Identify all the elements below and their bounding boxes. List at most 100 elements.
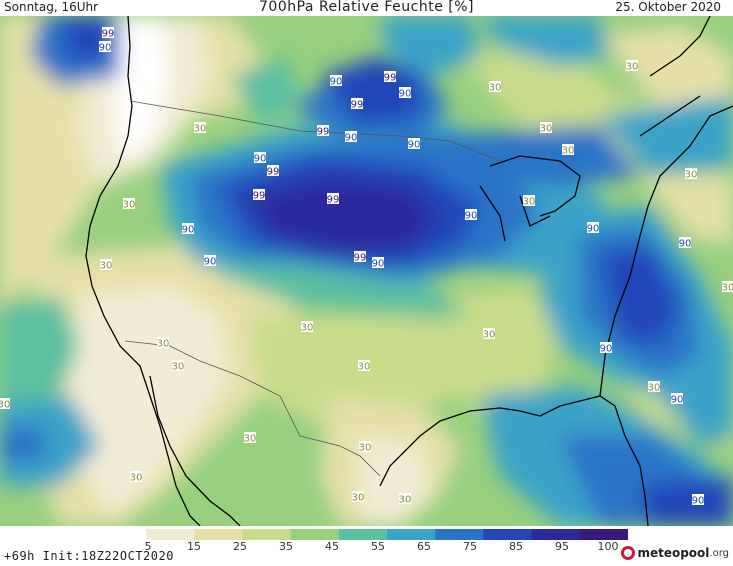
svg-text:90: 90 (587, 224, 600, 235)
header-bar: Sonntag, 16Uhr 700hPa Relative Feuchte [… (0, 0, 733, 16)
svg-text:90: 90 (399, 89, 412, 100)
contour-label: 99 (102, 27, 115, 40)
contour-label: 30 (483, 328, 496, 341)
contour-label: 30 (0, 398, 10, 411)
svg-text:99: 99 (267, 167, 280, 178)
contour-label: 30 (562, 144, 575, 157)
svg-text:30: 30 (358, 362, 371, 373)
svg-text:90: 90 (692, 496, 705, 507)
contour-label: 30 (244, 432, 256, 445)
svg-text:90: 90 (330, 77, 343, 88)
contour-label: 90 (345, 131, 358, 144)
color-scale-tick-label: 75 (463, 540, 477, 553)
color-scale-tick-label: 95 (555, 540, 569, 553)
svg-text:30: 30 (123, 200, 136, 211)
svg-text:99: 99 (253, 191, 266, 202)
svg-text:99: 99 (354, 253, 367, 264)
svg-text:90: 90 (182, 225, 195, 236)
contour-label: 30 (130, 471, 143, 484)
contour-label: 99 (384, 71, 397, 84)
contour-label: 90 (465, 209, 478, 222)
color-scale-swatch (98, 529, 147, 540)
contour-label: 90 (600, 342, 612, 355)
svg-text:90: 90 (671, 395, 684, 406)
svg-text:30: 30 (157, 339, 170, 350)
svg-text:30: 30 (130, 473, 143, 484)
svg-text:30: 30 (562, 146, 575, 157)
svg-text:90: 90 (204, 257, 217, 268)
color-scale-ticks: 5 15 25 35 45 55 65 75 85 95 100 (98, 540, 628, 554)
meteopool-logo[interactable]: meteopool .org (621, 546, 729, 560)
contour-label: 90 (408, 138, 420, 151)
color-scale-tick-label: 25 (233, 540, 247, 553)
color-scale-tick-label: 55 (371, 540, 385, 553)
color-scale-swatch (194, 529, 244, 540)
color-scale-swatch (242, 529, 292, 540)
contour-label: 90 (692, 494, 705, 507)
contour-label: 90 (679, 237, 692, 250)
svg-text:30: 30 (685, 170, 698, 181)
contour-label: 99 (267, 165, 280, 178)
init-time-label: +69h Init:18Z22OCT2020 (4, 549, 174, 563)
svg-text:90: 90 (679, 239, 692, 250)
color-scale-swatch (146, 529, 195, 540)
contour-label: 90 (330, 75, 343, 88)
contour-label: 99 (317, 125, 330, 138)
color-scale-tick-label: 85 (509, 540, 523, 553)
contour-label: 90 (99, 41, 112, 54)
color-scale-swatch (531, 529, 581, 540)
svg-text:30: 30 (100, 261, 113, 272)
svg-text:30: 30 (483, 330, 496, 341)
svg-text:99: 99 (351, 100, 364, 111)
contour-label: 90 (204, 255, 217, 268)
svg-text:30: 30 (359, 443, 372, 454)
svg-text:30: 30 (0, 400, 10, 411)
svg-text:30: 30 (722, 283, 733, 294)
color-scale-tick-label: 100 (597, 540, 619, 553)
contour-label: 99 (253, 189, 266, 202)
svg-text:99: 99 (317, 127, 330, 138)
svg-text:30: 30 (301, 323, 314, 334)
color-scale-tick-label: 65 (417, 540, 431, 553)
svg-text:90: 90 (372, 259, 385, 270)
color-scale-swatch (435, 529, 484, 540)
color-scale (98, 529, 628, 540)
svg-text:30: 30 (399, 495, 412, 506)
contour-label: 30 (685, 168, 698, 181)
logo-suffix: .org (709, 547, 729, 559)
contour-label: 30 (648, 381, 661, 394)
color-scale-tick-label: 5 (144, 540, 152, 553)
contour-label: 30 (157, 337, 170, 350)
contour-label: 90 (372, 257, 385, 270)
contour-label: 30 (358, 360, 371, 373)
svg-text:90: 90 (99, 43, 112, 54)
contour-label: 30 (359, 441, 372, 454)
color-scale-swatch (290, 529, 340, 540)
svg-text:30: 30 (626, 62, 639, 73)
contour-label: 30 (626, 60, 639, 73)
svg-text:90: 90 (345, 133, 358, 144)
contour-label: 90 (671, 393, 684, 406)
contour-label: 30 (352, 491, 364, 504)
svg-text:30: 30 (648, 383, 661, 394)
svg-text:30: 30 (523, 197, 536, 208)
valid-time-label: Sonntag, 16Uhr (4, 0, 99, 14)
contour-label: 99 (354, 251, 367, 264)
logo-text: meteopool (637, 546, 710, 560)
color-scale-tick-label: 45 (325, 540, 339, 553)
color-scale-tick-label: 15 (187, 540, 201, 553)
contour-label: 90 (254, 152, 266, 165)
svg-text:99: 99 (384, 73, 397, 84)
color-scale-swatch (483, 529, 533, 540)
contour-label: 30 (123, 198, 136, 211)
svg-text:30: 30 (540, 124, 553, 135)
svg-text:90: 90 (465, 211, 478, 222)
svg-text:99: 99 (102, 29, 115, 40)
contour-label: 30 (523, 195, 536, 208)
valid-date-label: 25. Oktober 2020 (615, 0, 721, 14)
color-scale-swatch (387, 529, 436, 540)
contour-label: 30 (489, 81, 501, 94)
contour-label: 30 (301, 321, 314, 334)
humidity-map: 99 90 99 90 90 99 30 30 99 90 90 30 30 30 90 99 30 99 99 30… (0, 16, 733, 526)
